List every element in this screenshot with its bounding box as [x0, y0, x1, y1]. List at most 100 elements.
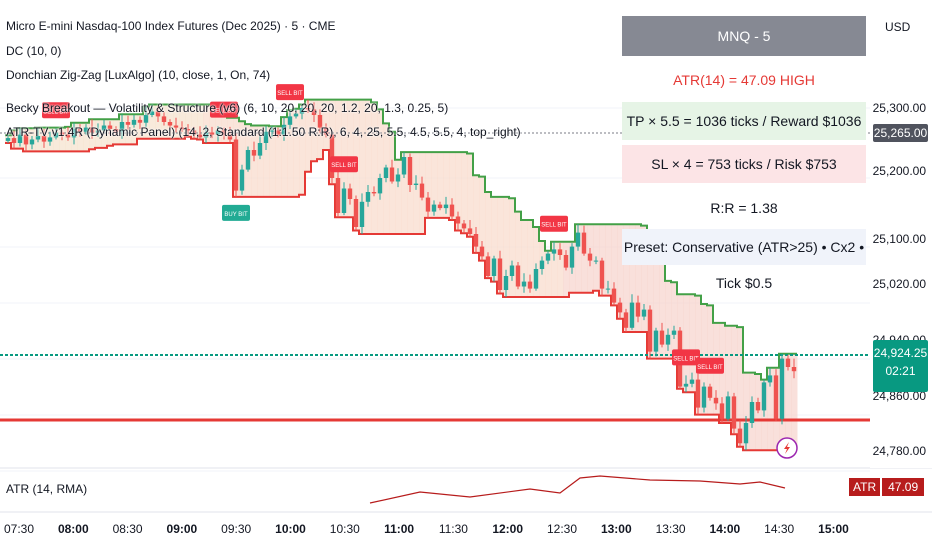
zone-segment — [365, 99, 372, 234]
zone-segment — [215, 105, 222, 143]
candle-body — [443, 204, 449, 209]
zone-segment — [689, 294, 696, 393]
panel-sl: SL × 4 = 753 ticks / Risk $753 — [622, 145, 866, 183]
candle-body — [323, 127, 329, 135]
time-label: 09:30 — [221, 522, 252, 536]
symbol-title[interactable]: Micro E-mini Nasdaq-100 Index Futures (D… — [6, 19, 336, 33]
zone-segment — [737, 327, 744, 447]
candle-body — [287, 116, 293, 125]
candle-body — [419, 183, 425, 198]
candle-body — [179, 127, 185, 129]
zone-segment — [581, 224, 588, 293]
candle-body — [617, 302, 623, 313]
candle-body — [701, 386, 707, 408]
zone-segment — [209, 104, 216, 143]
candle-body — [581, 232, 587, 254]
indicator-dc[interactable]: DC (10, 0) — [6, 44, 62, 58]
candle-body — [71, 129, 77, 138]
candle-body — [365, 192, 371, 202]
candle-body — [575, 232, 581, 247]
zone-segment — [377, 109, 384, 234]
zone-segment — [767, 367, 774, 451]
time-label: 07:30 — [3, 522, 35, 536]
zone-segment — [575, 224, 582, 293]
candle-body — [23, 134, 29, 145]
zone-segment — [491, 196, 498, 282]
zone-segment — [263, 125, 270, 197]
upper-band — [5, 98, 797, 381]
zone-segment — [497, 196, 504, 294]
indicator-atr-tv[interactable]: ATR-TV v1.4R (Dynamic Panel) (14, 2, Sta… — [6, 125, 521, 139]
lower-band — [5, 135, 797, 452]
candle-body — [713, 397, 719, 404]
candle-body — [527, 281, 533, 289]
zone-segment — [617, 224, 624, 319]
indicator-becky[interactable]: Becky Breakout — Volatility & Structure … — [6, 101, 449, 115]
last-price-tag: 24,924.25 02:21 — [873, 340, 928, 392]
candle-body — [131, 119, 137, 125]
candle-body — [101, 125, 107, 131]
currency-label[interactable]: USD — [885, 20, 911, 34]
time-label: 11:00 — [384, 522, 415, 536]
candle-body — [185, 129, 191, 131]
zone-segment — [359, 99, 366, 234]
price-scale[interactable]: 25,300.00 25,200.00 25,100.00 25,020.00 … — [870, 0, 932, 468]
time-label: 08:30 — [112, 522, 143, 536]
zone-segment — [305, 99, 312, 172]
candle-body — [467, 228, 473, 234]
candle-body — [455, 216, 461, 224]
candle-body — [59, 132, 65, 135]
zone-segment — [449, 152, 456, 220]
candle-body — [119, 122, 125, 132]
candle-body — [203, 132, 209, 138]
zone-segment — [185, 104, 192, 137]
atr-tag: ATR 47.09 — [849, 476, 925, 498]
candle-body — [239, 169, 245, 191]
zone-segment — [641, 225, 648, 332]
candle-body — [233, 139, 239, 191]
sell-signal-label: SELL BIT — [330, 156, 358, 173]
candle-body — [461, 223, 467, 229]
reference-level-tag: 25,265.00 — [873, 124, 928, 142]
time-label: 10:00 — [275, 522, 306, 536]
zone-segment — [239, 121, 246, 197]
zone-segment — [503, 196, 510, 297]
zone-segment — [533, 227, 540, 297]
time-label: 13:00 — [600, 522, 632, 536]
candle-body — [269, 130, 275, 132]
panel-atr: ATR(14) = 47.09 HIGH — [673, 72, 815, 88]
price-tick: 24,860.00 — [872, 389, 926, 403]
sell-signal-label: SELL BIT — [42, 102, 70, 119]
atr-legend[interactable]: ATR (14, RMA) — [6, 482, 88, 496]
last-price-value: 24,924.25 — [873, 346, 928, 360]
candle-body — [359, 201, 365, 227]
signal-text: SELL BIT — [541, 223, 567, 229]
sell-signal-label: SELL BIT — [672, 349, 700, 366]
buy-signal-label: BUY BIT — [222, 204, 250, 221]
candle-body — [599, 260, 605, 289]
candle-body — [293, 113, 299, 117]
candle-body — [161, 116, 167, 122]
zone-segment — [629, 224, 636, 332]
candle-body — [5, 138, 11, 141]
candle-body — [473, 234, 479, 247]
candle-body — [11, 138, 17, 143]
panel-rr: R:R = 1.38 — [710, 200, 778, 216]
candle-body — [485, 256, 491, 276]
candle-body — [353, 199, 359, 227]
candle-body — [251, 150, 257, 156]
candle-body — [503, 276, 509, 290]
price-tick: 25,200.00 — [872, 164, 926, 178]
zone-segment — [479, 176, 486, 261]
candle-body — [299, 108, 305, 114]
zone-segment — [551, 241, 558, 297]
indicator-zigzag[interactable]: Donchian Zig-Zag [LuxAlgo] (10, close, 1… — [6, 68, 271, 82]
time-label: 14:00 — [709, 522, 741, 536]
candle-body — [683, 383, 689, 387]
zone-segment — [299, 104, 306, 195]
candle-body — [335, 178, 341, 213]
candle-body — [761, 382, 767, 411]
candle-body — [431, 204, 437, 212]
candle-body — [107, 125, 113, 129]
